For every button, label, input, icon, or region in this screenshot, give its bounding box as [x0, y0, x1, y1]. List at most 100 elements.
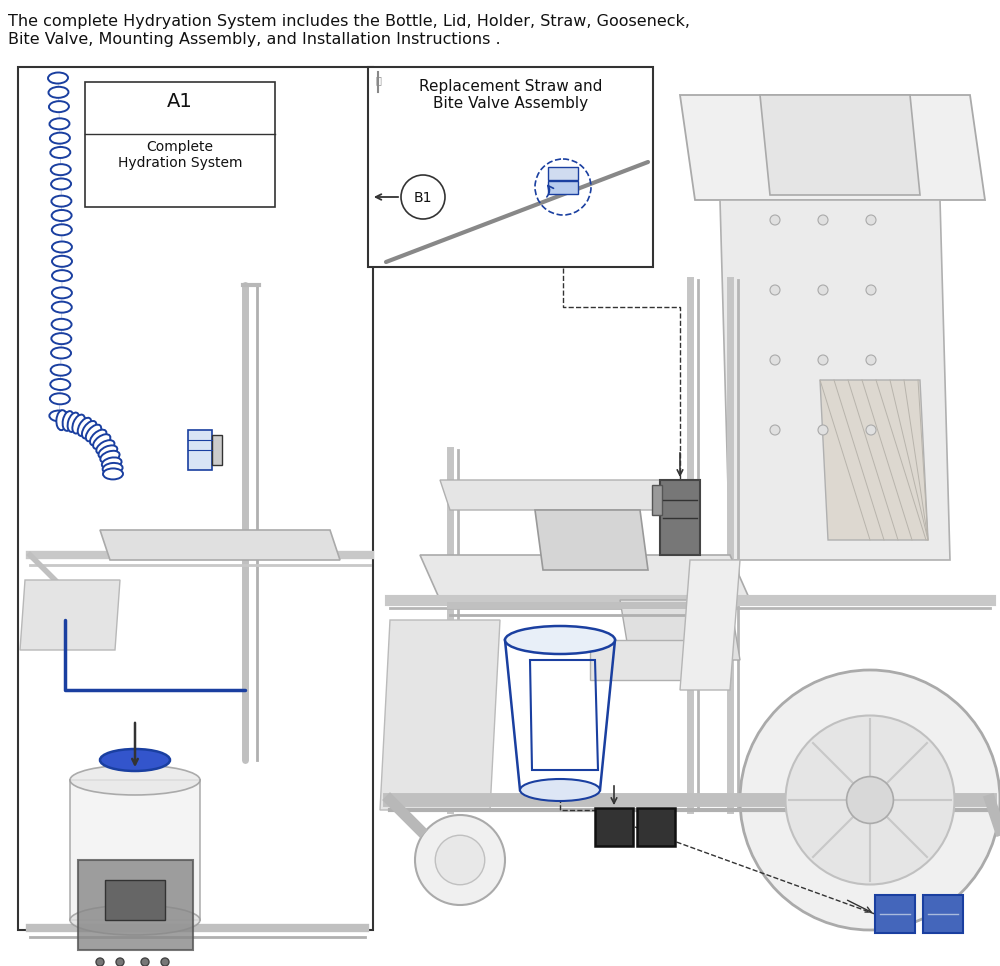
Circle shape — [435, 836, 485, 885]
Polygon shape — [100, 530, 340, 560]
Circle shape — [415, 815, 505, 905]
Circle shape — [866, 355, 876, 365]
Circle shape — [96, 958, 104, 966]
Bar — [188, 430, 212, 470]
Ellipse shape — [99, 445, 117, 458]
Ellipse shape — [51, 348, 71, 358]
Bar — [78, 860, 193, 950]
Ellipse shape — [63, 412, 74, 431]
Ellipse shape — [56, 411, 67, 430]
Ellipse shape — [52, 301, 72, 313]
Circle shape — [770, 215, 780, 225]
Bar — [85, 82, 275, 207]
Ellipse shape — [52, 287, 72, 298]
Ellipse shape — [520, 779, 600, 801]
Ellipse shape — [70, 905, 200, 935]
Ellipse shape — [52, 242, 72, 252]
Ellipse shape — [49, 118, 69, 129]
Ellipse shape — [51, 333, 71, 344]
Bar — [18, 67, 373, 930]
Ellipse shape — [102, 457, 122, 469]
Polygon shape — [590, 640, 730, 680]
Ellipse shape — [50, 147, 70, 158]
Bar — [105, 880, 165, 920]
Circle shape — [740, 670, 1000, 930]
Circle shape — [770, 355, 780, 365]
Bar — [875, 895, 915, 933]
Ellipse shape — [52, 210, 72, 221]
Ellipse shape — [78, 417, 91, 436]
Bar — [923, 895, 963, 933]
Polygon shape — [380, 620, 500, 810]
Bar — [595, 808, 633, 846]
Ellipse shape — [100, 749, 170, 771]
Polygon shape — [535, 510, 648, 570]
Polygon shape — [680, 560, 740, 690]
Circle shape — [116, 958, 124, 966]
Ellipse shape — [48, 87, 68, 98]
Text: B1: B1 — [414, 191, 432, 205]
Circle shape — [866, 425, 876, 435]
Ellipse shape — [86, 425, 101, 441]
Polygon shape — [680, 95, 985, 200]
Circle shape — [770, 425, 780, 435]
Ellipse shape — [52, 319, 72, 329]
Circle shape — [786, 716, 954, 885]
Bar — [212, 435, 222, 465]
Circle shape — [141, 958, 149, 966]
Polygon shape — [440, 480, 690, 510]
Ellipse shape — [72, 414, 85, 434]
Ellipse shape — [90, 430, 107, 445]
Ellipse shape — [50, 393, 70, 405]
Polygon shape — [820, 380, 928, 540]
Ellipse shape — [51, 179, 71, 189]
Ellipse shape — [52, 256, 72, 267]
Polygon shape — [420, 555, 750, 600]
Ellipse shape — [93, 435, 110, 449]
Ellipse shape — [50, 132, 70, 144]
Polygon shape — [720, 200, 950, 560]
Ellipse shape — [51, 196, 71, 207]
Circle shape — [866, 215, 876, 225]
Bar — [70, 780, 200, 920]
Ellipse shape — [70, 765, 200, 795]
Text: 🔧: 🔧 — [376, 75, 382, 85]
Circle shape — [818, 355, 828, 365]
Circle shape — [818, 285, 828, 295]
Bar — [637, 808, 675, 846]
Circle shape — [401, 175, 445, 219]
Ellipse shape — [103, 463, 123, 474]
Text: Complete
Hydration System: Complete Hydration System — [118, 140, 242, 170]
Ellipse shape — [51, 164, 71, 175]
Ellipse shape — [49, 101, 69, 112]
Ellipse shape — [52, 224, 72, 236]
Ellipse shape — [103, 469, 123, 479]
Circle shape — [161, 958, 169, 966]
Bar — [368, 67, 653, 267]
Circle shape — [866, 285, 876, 295]
Ellipse shape — [68, 412, 80, 432]
Ellipse shape — [51, 364, 71, 376]
Text: A1: A1 — [167, 92, 193, 111]
Text: The complete Hydryation System includes the Bottle, Lid, Holder, Straw, Goosenec: The complete Hydryation System includes … — [8, 14, 690, 29]
Circle shape — [847, 777, 893, 823]
Ellipse shape — [96, 440, 114, 454]
Polygon shape — [20, 580, 120, 650]
Bar — [652, 485, 662, 515]
Polygon shape — [760, 95, 920, 195]
Circle shape — [770, 285, 780, 295]
Ellipse shape — [52, 270, 72, 281]
Ellipse shape — [82, 421, 97, 439]
Bar — [660, 480, 700, 555]
Text: Bite Valve, Mounting Assembly, and Installation Instructions .: Bite Valve, Mounting Assembly, and Insta… — [8, 32, 501, 47]
Ellipse shape — [49, 411, 69, 421]
Circle shape — [818, 425, 828, 435]
Bar — [548, 181, 578, 194]
Ellipse shape — [48, 72, 68, 83]
Ellipse shape — [505, 626, 615, 654]
Ellipse shape — [100, 451, 120, 463]
Text: Replacement Straw and
Bite Valve Assembly: Replacement Straw and Bite Valve Assembl… — [419, 79, 602, 111]
Bar — [548, 167, 578, 180]
Polygon shape — [620, 600, 740, 660]
Circle shape — [818, 215, 828, 225]
